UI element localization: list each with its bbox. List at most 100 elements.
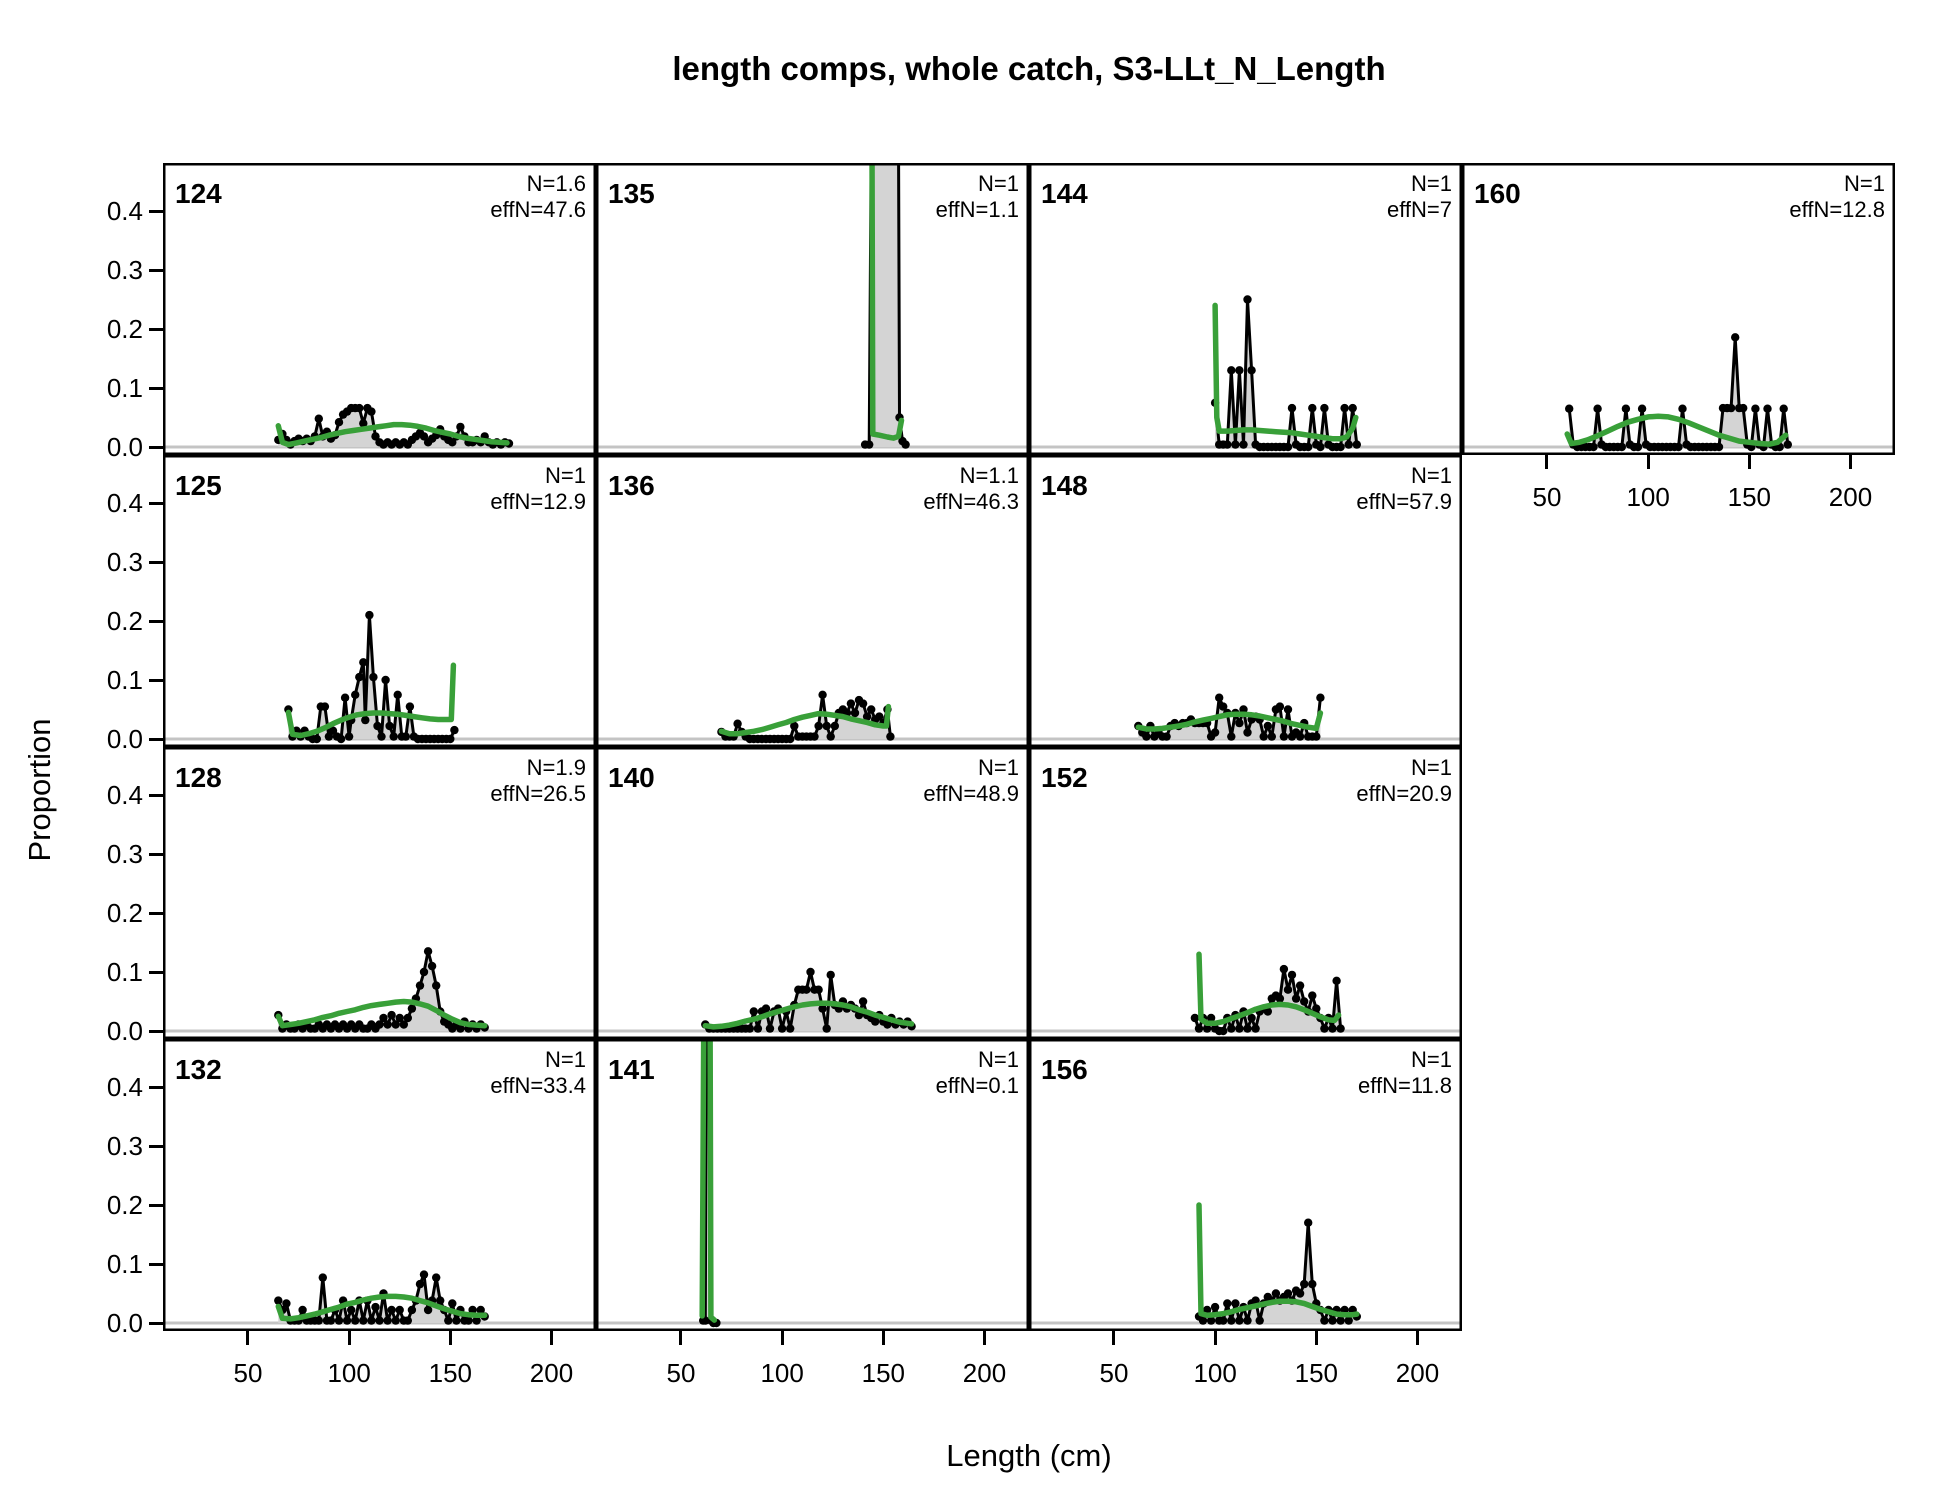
x-tick-label: 50 xyxy=(1532,482,1562,512)
observed-point xyxy=(1283,442,1293,452)
observed-point xyxy=(846,699,856,708)
observed-point xyxy=(403,1316,412,1325)
x-tick-mark xyxy=(347,1331,351,1345)
observed-point xyxy=(1243,1024,1252,1033)
x-tick-mark xyxy=(679,1331,683,1345)
observed-point xyxy=(1263,1007,1272,1016)
sample-size-label: N=1.6 xyxy=(527,171,586,196)
x-tick-mark xyxy=(1747,455,1751,469)
observed-point xyxy=(733,719,742,728)
y-tick-mark xyxy=(149,327,163,331)
observed-point xyxy=(1283,1289,1293,1298)
observed-point xyxy=(359,1316,368,1325)
observed-point xyxy=(1227,1024,1236,1033)
panel-id-label: 132 xyxy=(175,1054,222,1085)
observed-point xyxy=(1210,728,1220,737)
observed-point xyxy=(371,432,380,441)
x-tick-label: 150 xyxy=(1727,482,1771,512)
observed-point xyxy=(1308,1279,1317,1289)
panel-id-label: 124 xyxy=(175,178,222,209)
observed-point xyxy=(444,1316,453,1325)
observed-point xyxy=(407,1004,417,1013)
effective-n-label: effN=20.9 xyxy=(1356,781,1452,806)
observed-point xyxy=(344,732,354,741)
observed-point xyxy=(379,1013,388,1023)
y-tick-mark xyxy=(149,445,163,449)
observed-point xyxy=(1227,366,1236,375)
panel-id-label: 144 xyxy=(1041,178,1088,209)
observed-area xyxy=(1194,969,1341,1031)
sample-size-label: N=1.9 xyxy=(527,755,586,780)
expected-line xyxy=(699,1039,718,1323)
observed-point xyxy=(314,414,323,423)
observed-point xyxy=(1726,403,1736,413)
observed-point xyxy=(419,967,429,977)
observed-point xyxy=(391,1020,400,1029)
observed-point xyxy=(1300,1279,1309,1289)
observed-point xyxy=(1291,994,1301,1003)
observed-point xyxy=(448,1299,457,1308)
panel-id-label: 128 xyxy=(175,762,222,793)
observed-point xyxy=(456,1024,465,1033)
observed-point xyxy=(1344,440,1353,449)
y-tick-label: 0.0 xyxy=(106,724,143,754)
y-tick-mark xyxy=(149,1203,163,1207)
observed-point xyxy=(822,721,831,731)
observed-point xyxy=(1332,976,1341,985)
y-axis-label: Proportion xyxy=(22,718,57,862)
effective-n-label: effN=0.1 xyxy=(936,1073,1019,1098)
y-tick-mark xyxy=(149,1085,163,1089)
observed-point xyxy=(427,961,437,971)
observed-point xyxy=(1316,442,1325,452)
observed-point xyxy=(336,734,346,744)
observed-point xyxy=(1678,404,1687,413)
observed-point xyxy=(1621,404,1631,413)
observed-point xyxy=(334,418,344,427)
observed-point xyxy=(1308,403,1317,413)
effective-n-label: effN=33.4 xyxy=(490,1073,586,1098)
x-tick-label: 100 xyxy=(760,1358,804,1388)
x-tick-label: 150 xyxy=(1294,1358,1338,1388)
y-tick-mark xyxy=(149,793,163,797)
effective-n-label: effN=46.3 xyxy=(923,489,1019,514)
panel-border xyxy=(1029,163,1462,455)
observed-point xyxy=(1283,705,1293,714)
panel-border xyxy=(596,455,1029,747)
y-tick-label: 0.1 xyxy=(106,957,143,987)
observed-point xyxy=(1783,440,1792,449)
expected-line xyxy=(718,703,892,737)
panel-border xyxy=(163,1039,596,1331)
observed-point xyxy=(1763,404,1772,413)
observed-point xyxy=(765,1024,775,1033)
x-tick-mark xyxy=(246,1331,250,1345)
observed-point xyxy=(1231,1299,1240,1308)
observed-point xyxy=(371,1302,380,1312)
observed-point xyxy=(365,610,374,620)
observed-point xyxy=(1231,440,1240,449)
observed-point xyxy=(1308,991,1317,1000)
effective-n-label: effN=48.9 xyxy=(923,781,1019,806)
observed-point xyxy=(1348,403,1357,413)
y-tick-mark xyxy=(149,501,163,505)
x-tick-mark xyxy=(549,1331,553,1345)
observed-area xyxy=(1569,337,1788,447)
y-tick-label: 0.3 xyxy=(106,1131,143,1161)
expected-line xyxy=(1196,1202,1360,1319)
observed-point xyxy=(389,732,398,741)
x-tick-label: 100 xyxy=(1193,1358,1237,1388)
y-tick-mark xyxy=(149,911,163,915)
y-tick-mark xyxy=(149,619,163,623)
observed-point xyxy=(448,438,457,447)
observed-point xyxy=(375,1316,384,1325)
observed-point xyxy=(862,712,872,721)
observed-point xyxy=(314,1316,323,1325)
observed-point xyxy=(340,693,350,702)
observed-point xyxy=(883,1020,892,1029)
y-tick-label: 0.2 xyxy=(106,606,143,636)
y-tick-label: 0.1 xyxy=(106,1249,143,1279)
